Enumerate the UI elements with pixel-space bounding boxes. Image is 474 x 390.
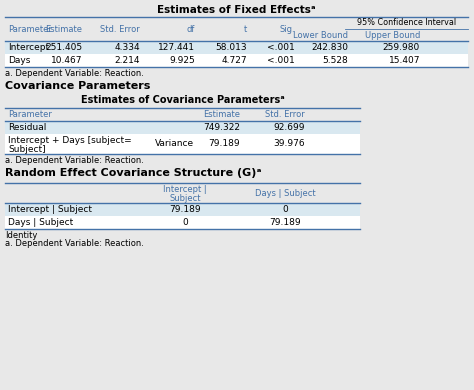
Text: Residual: Residual [8,123,46,132]
Text: Lower Bound: Lower Bound [293,30,348,39]
Text: 10.467: 10.467 [51,56,82,65]
Text: Days: Days [8,56,30,65]
Text: 79.189: 79.189 [269,218,301,227]
Text: 0: 0 [182,218,188,227]
Text: df: df [187,25,195,34]
Bar [5,134,360,154]
Bar [5,203,360,216]
Text: 9.925: 9.925 [169,56,195,65]
Text: Std. Error: Std. Error [265,110,305,119]
Text: Subject: Subject [169,194,201,203]
Text: 0: 0 [282,205,288,214]
Text: 242.830: 242.830 [311,43,348,52]
Text: t: t [244,25,247,34]
Text: 5.528: 5.528 [322,56,348,65]
Text: Intercept |: Intercept | [163,185,207,194]
Text: Parameter: Parameter [8,25,52,34]
Text: <.001: <.001 [267,56,295,65]
Text: Estimate: Estimate [203,110,240,119]
Text: Intercept: Intercept [8,43,49,52]
Text: 2.214: 2.214 [115,56,140,65]
Text: 92.699: 92.699 [273,123,305,132]
Text: Std. Error: Std. Error [100,25,140,34]
Text: 15.407: 15.407 [389,56,420,65]
Text: Variance: Variance [155,140,194,149]
Text: 4.727: 4.727 [221,56,247,65]
Text: 749.322: 749.322 [203,123,240,132]
Text: Covariance Parameters: Covariance Parameters [5,81,150,91]
Text: 4.334: 4.334 [114,43,140,52]
Text: a. Dependent Variable: Reaction.: a. Dependent Variable: Reaction. [5,156,144,165]
Text: Estimates of Fixed Effectsᵃ: Estimates of Fixed Effectsᵃ [157,5,316,15]
Text: Upper Bound: Upper Bound [365,30,420,39]
Text: Parameter: Parameter [8,110,52,119]
Bar [5,41,468,54]
Text: 79.189: 79.189 [169,205,201,214]
Bar [5,216,360,229]
Text: 259.980: 259.980 [383,43,420,52]
Text: Days | Subject: Days | Subject [255,188,315,197]
Text: Random Effect Covariance Structure (G)ᵃ: Random Effect Covariance Structure (G)ᵃ [5,168,262,178]
Text: 39.976: 39.976 [273,140,305,149]
Text: 127.441: 127.441 [158,43,195,52]
Text: Intercept | Subject: Intercept | Subject [8,205,92,214]
Text: Days | Subject: Days | Subject [8,218,73,227]
Text: <.001: <.001 [267,43,295,52]
Text: Identity: Identity [5,231,37,240]
Text: 95% Confidence Interval: 95% Confidence Interval [357,18,456,27]
Text: Estimate: Estimate [45,25,82,34]
Text: 79.189: 79.189 [209,140,240,149]
Text: a. Dependent Variable: Reaction.: a. Dependent Variable: Reaction. [5,239,144,248]
Text: a. Dependent Variable: Reaction.: a. Dependent Variable: Reaction. [5,69,144,78]
Bar [5,54,468,67]
Text: Subject]: Subject] [8,145,46,154]
Bar [5,121,360,134]
Text: Intercept + Days [subject=: Intercept + Days [subject= [8,136,132,145]
Text: Sig.: Sig. [279,25,295,34]
Text: Estimates of Covariance Parametersᵃ: Estimates of Covariance Parametersᵃ [81,95,284,105]
Text: 58.013: 58.013 [215,43,247,52]
Text: 251.405: 251.405 [45,43,82,52]
